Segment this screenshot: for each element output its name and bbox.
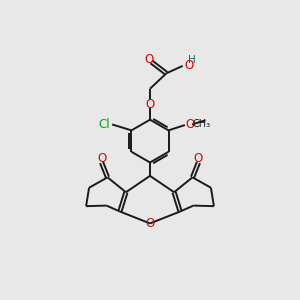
Text: O: O [145, 52, 154, 66]
Text: O: O [97, 152, 106, 165]
Text: O: O [184, 59, 194, 72]
Text: O: O [146, 98, 154, 111]
Text: CH₃: CH₃ [193, 119, 211, 129]
Text: H: H [188, 55, 196, 65]
Text: O: O [194, 152, 203, 165]
Text: O: O [146, 217, 154, 230]
Text: O: O [185, 118, 195, 131]
Text: Cl: Cl [98, 118, 110, 131]
